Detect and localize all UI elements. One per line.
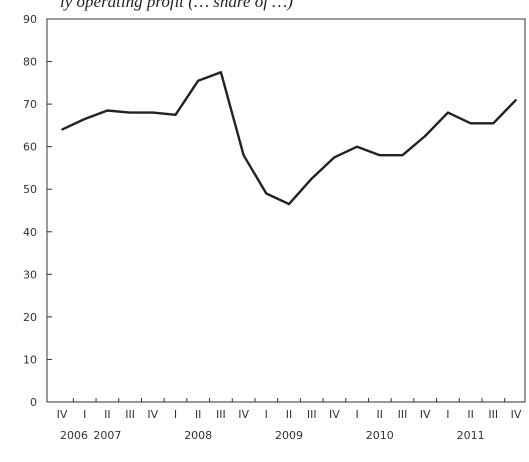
y-tick-label: 40 [23, 226, 37, 239]
y-tick-label: 90 [23, 13, 37, 26]
x-year-label: 2008 [184, 429, 212, 442]
y-tick-label: 70 [23, 98, 37, 111]
x-year-label: 2010 [366, 429, 394, 442]
data-point [174, 113, 177, 116]
data-point [83, 118, 86, 120]
data-point [424, 135, 427, 137]
x-quarter-label: IV [238, 408, 249, 421]
x-quarter-label: I [446, 408, 449, 421]
data-point [106, 109, 109, 112]
y-tick-label: 30 [23, 268, 37, 281]
chart-title: ly operating profit (… share of …) [60, 0, 293, 11]
plot-frame [46, 18, 526, 403]
x-quarter-label: II [104, 408, 111, 421]
x-year-label: 2011 [457, 429, 485, 442]
series-line [61, 70, 517, 206]
x-quarter-label: II [377, 408, 384, 421]
x-quarter-label: III [125, 408, 135, 421]
x-quarter-label: I [174, 408, 177, 421]
data-point [379, 154, 381, 156]
y-tick-label: 60 [23, 141, 37, 154]
y-tick-label: 10 [23, 353, 37, 366]
x-quarter-label: IV [329, 408, 340, 421]
y-tick-label: 20 [23, 311, 37, 324]
y-tick-label: 0 [30, 396, 37, 409]
y-tick-label: 80 [23, 56, 37, 69]
data-point [242, 154, 245, 156]
x-year-label: 2009 [275, 429, 303, 442]
data-point [288, 203, 290, 205]
x-quarter-label: IV [147, 408, 158, 421]
data-point [197, 79, 199, 82]
x-quarter-label: II [467, 408, 474, 421]
data-point [356, 145, 358, 148]
x-quarter-label: III [307, 408, 317, 421]
x-quarter-label: I [83, 408, 86, 421]
data-point [152, 111, 154, 114]
x-quarter-label: III [398, 408, 408, 421]
data-point [220, 71, 222, 73]
data-point [310, 177, 313, 180]
x-quarter-label: II [286, 408, 293, 421]
x-quarter-label: II [195, 408, 202, 421]
data-point [129, 111, 131, 114]
x-quarter-label: III [216, 408, 226, 421]
x-quarter-label: IV [420, 408, 431, 421]
x-quarter-label: IV [57, 408, 68, 421]
x-quarter-label: IV [511, 408, 522, 421]
data-point [447, 111, 449, 114]
y-tick-label: 50 [23, 183, 37, 196]
data-point [492, 122, 495, 125]
data-point [469, 122, 472, 125]
x-quarter-label: I [265, 408, 268, 421]
x-year-label: 2007 [93, 429, 121, 442]
x-year-label: 2006 [60, 429, 88, 442]
data-point [61, 128, 63, 131]
data-point [333, 156, 336, 159]
data-point [401, 154, 404, 156]
x-quarter-label: I [355, 408, 358, 421]
x-quarter-label: III [488, 408, 498, 421]
data-point [265, 192, 268, 195]
data-point [515, 99, 517, 101]
